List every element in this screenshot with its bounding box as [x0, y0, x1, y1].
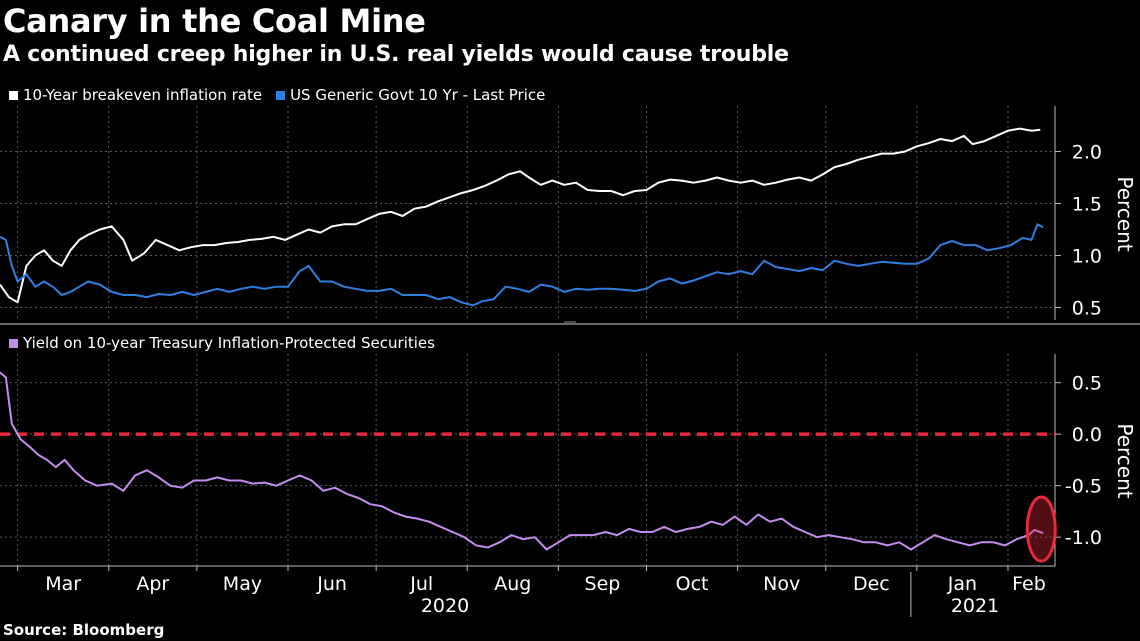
legend-item-tips: Yield on 10-year Treasury Inflation-Prot…	[9, 334, 435, 352]
chart-title: Canary in the Coal Mine	[3, 2, 426, 40]
x-tick-label-apr: Apr	[136, 573, 169, 595]
x-tick-label-jun: Jun	[316, 573, 347, 595]
x-tick-label-aug: Aug	[494, 573, 531, 595]
series-line-nominal-10yr	[0, 223, 1044, 307]
x-tick-label-sep: Sep	[585, 573, 621, 595]
x-tick-label-jan: Jan	[947, 573, 977, 595]
bottom-ytick-label-1: 0.0	[1072, 424, 1102, 446]
x-tick-label-dec: Dec	[853, 573, 890, 595]
year-label-2020: 2020	[421, 595, 469, 617]
top-ytick-label-2: 1.5	[1072, 194, 1102, 216]
legend-swatch-nominal	[276, 90, 286, 100]
top-y-axis-label: Percent	[1113, 176, 1137, 251]
legend-swatch-breakeven	[9, 90, 18, 100]
x-tick-label-feb: Feb	[1012, 573, 1046, 595]
top-ytick-label-0: 0.5	[1072, 298, 1102, 320]
x-tick-label-jul: Jul	[409, 573, 433, 595]
bottom-y-axis-label: Percent	[1113, 423, 1137, 498]
highlight-ellipse	[1025, 495, 1057, 563]
source-note: Source: Bloomberg	[3, 621, 165, 639]
legend-item-breakeven: 10-Year breakeven inflation rate	[9, 86, 262, 104]
legend-label-nominal: US Generic Govt 10 Yr - Last Price	[290, 86, 546, 104]
x-tick-label-may: May	[223, 573, 262, 595]
legend-item-nominal: US Generic Govt 10 Yr - Last Price	[276, 86, 545, 104]
series-line-breakeven	[0, 127, 1041, 304]
chart-subtitle: A continued creep higher in U.S. real yi…	[3, 42, 789, 67]
legend-label-breakeven: 10-Year breakeven inflation rate	[23, 86, 263, 104]
series-line-tips-yield	[0, 371, 1044, 551]
top-ytick-label-1: 1.0	[1072, 246, 1102, 268]
x-tick-label-nov: Nov	[763, 573, 800, 595]
legend-swatch-tips	[9, 338, 18, 348]
legend-label-tips: Yield on 10-year Treasury Inflation-Prot…	[23, 334, 435, 352]
bottom-legend: Yield on 10-year Treasury Inflation-Prot…	[9, 334, 449, 352]
top-legend: 10-Year breakeven inflation rate US Gene…	[9, 86, 559, 104]
bottom-ytick-label-2: -0.5	[1065, 476, 1102, 498]
bottom-ytick-label-3: -1.0	[1065, 527, 1102, 549]
x-tick-label-mar: Mar	[45, 573, 81, 595]
top-ytick-label-3: 2.0	[1072, 142, 1102, 164]
year-label-2021: 2021	[951, 595, 999, 617]
x-tick-label-oct: Oct	[676, 573, 709, 595]
bottom-ytick-label-0: 0.5	[1072, 373, 1102, 395]
